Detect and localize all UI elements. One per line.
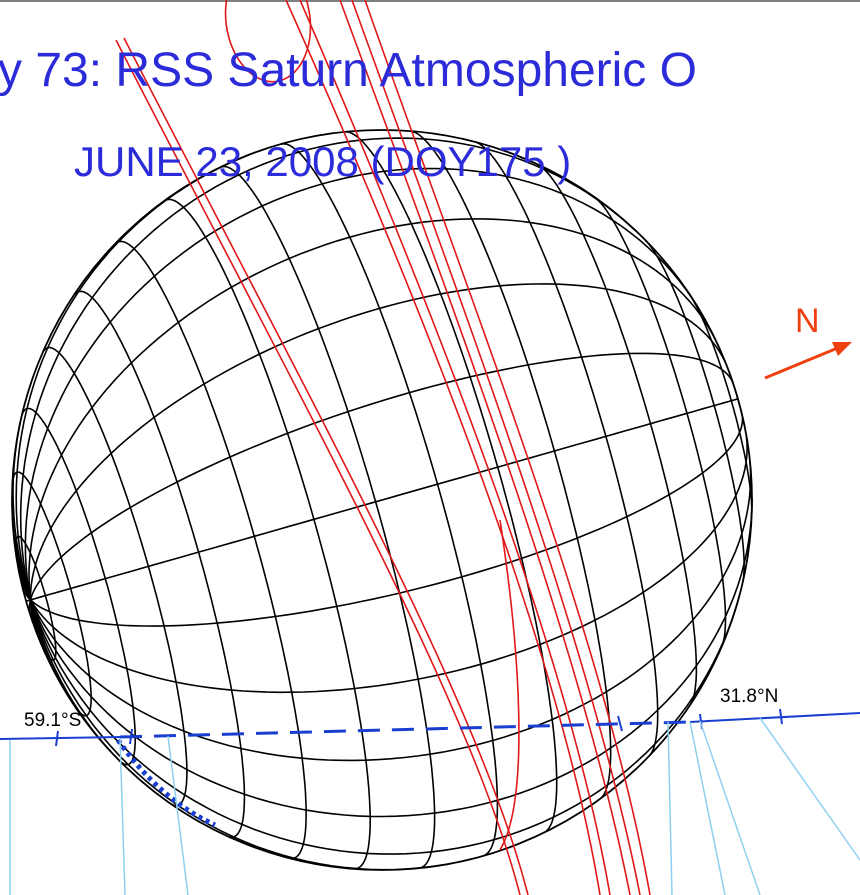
latitude-label: 31.8°N [720, 686, 778, 707]
diagram: N y 73: RSS Saturn Atmospheric O JUNE 23… [0, 0, 860, 895]
latitude-label: 59.1°S [24, 710, 81, 731]
north-label: N [795, 302, 820, 340]
title: y 73: RSS Saturn Atmospheric O [0, 44, 697, 97]
subtitle: JUNE 23, 2008 (DOY175 ) [74, 138, 571, 185]
